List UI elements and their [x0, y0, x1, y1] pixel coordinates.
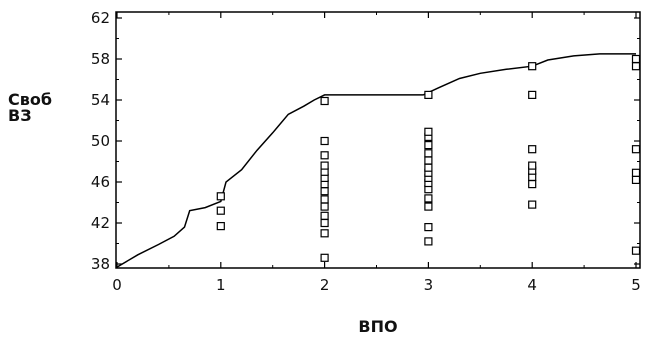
scatter-points	[216, 54, 641, 262]
x-tick-label: 1	[216, 276, 226, 294]
data-point	[320, 195, 329, 204]
data-point	[424, 127, 433, 136]
data-point	[528, 161, 537, 170]
data-point	[216, 192, 225, 201]
data-point	[216, 206, 225, 215]
y-axis-ticks: 38 42 46 50 54 58 62	[91, 9, 640, 273]
data-point	[528, 200, 537, 209]
y-tick-label: 58	[91, 50, 110, 68]
y-tick-label: 54	[91, 91, 110, 109]
x-tick-label: 4	[527, 276, 537, 294]
data-point	[528, 180, 537, 189]
data-point	[424, 202, 433, 211]
data-point	[320, 211, 329, 220]
x-axis-label: ВПО	[358, 317, 397, 336]
data-point	[528, 90, 537, 100]
data-point	[424, 223, 433, 232]
x-tick-label: 0	[112, 276, 122, 294]
data-point	[320, 151, 329, 160]
y-tick-label: 38	[91, 255, 110, 273]
data-point	[631, 54, 641, 64]
data-point	[424, 90, 433, 100]
data-point	[216, 222, 225, 231]
data-point	[320, 161, 329, 170]
data-point	[424, 141, 433, 150]
plot-frame	[115, 11, 641, 269]
data-point	[631, 145, 641, 154]
data-point	[424, 156, 433, 165]
y-tick-label: 46	[91, 173, 110, 191]
x-tick-label: 2	[320, 276, 330, 294]
data-point	[424, 237, 433, 246]
data-point	[631, 175, 641, 184]
data-point	[320, 96, 329, 106]
data-point	[424, 194, 433, 203]
data-point	[320, 253, 329, 262]
data-point	[631, 168, 641, 177]
data-point	[528, 145, 537, 154]
data-point	[320, 202, 329, 211]
series-line	[116, 53, 636, 268]
data-point	[320, 136, 329, 146]
y-tick-label: 62	[91, 9, 110, 27]
y-tick-label: 42	[91, 214, 110, 232]
x-tick-label: 5	[631, 276, 641, 294]
data-point	[528, 62, 537, 71]
data-point	[424, 149, 433, 158]
data-point	[320, 229, 329, 238]
data-point	[320, 218, 329, 228]
y-axis-label-line-1: Своб	[8, 90, 52, 109]
data-point	[631, 246, 641, 255]
y-axis-label-line-2: ВЗ	[8, 106, 32, 125]
y-tick-label: 50	[91, 132, 110, 150]
x-axis-ticks: 0 1 2 3 4 5	[112, 12, 641, 294]
x-tick-label: 3	[424, 276, 434, 294]
data-point	[631, 62, 641, 71]
data-point	[424, 163, 433, 172]
data-point	[320, 187, 329, 196]
